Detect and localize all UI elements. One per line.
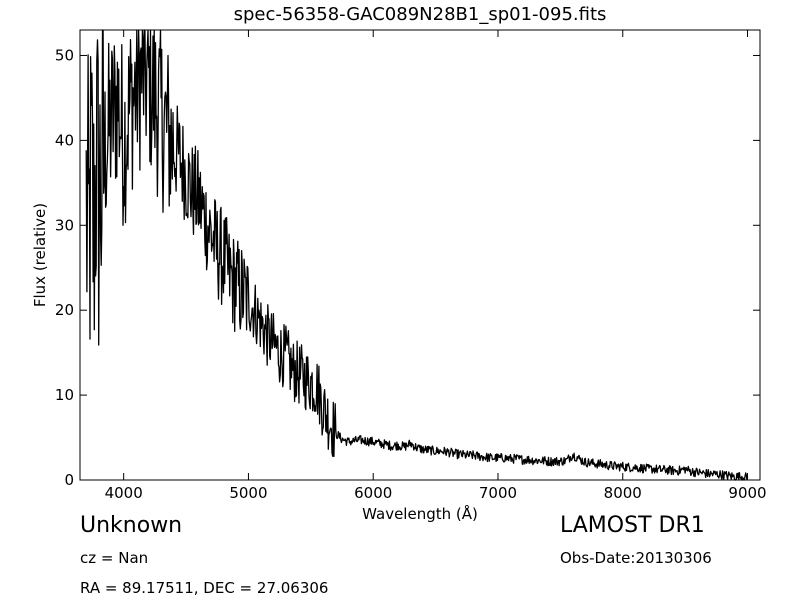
x-tick-label: 6000 — [354, 484, 392, 502]
chart-title: spec-56358-GAC089N28B1_sp01-095.fits — [233, 4, 607, 25]
x-tick-label: 5000 — [229, 484, 267, 502]
y-tick-label: 20 — [55, 301, 74, 319]
y-tick-label: 0 — [64, 471, 74, 489]
y-tick-label: 40 — [55, 131, 74, 149]
x-axis-label: Wavelength (Å) — [362, 505, 478, 523]
plot-frame — [79, 29, 761, 481]
axis-ticks — [80, 30, 760, 481]
survey-name: LAMOST DR1 — [560, 513, 705, 538]
y-tick-label: 50 — [55, 46, 74, 64]
x-tick-label: 4000 — [105, 484, 143, 502]
redshift-text: cz = Nan — [80, 549, 149, 567]
spectrum-line — [85, 29, 749, 481]
x-tick-label: 9000 — [728, 484, 766, 502]
x-tick-label: 7000 — [479, 484, 517, 502]
y-tick-label: 10 — [55, 386, 74, 404]
tick-labels: 4000 5000 6000 7000 8000 9000 0 10 20 30 40 50 — [55, 46, 767, 502]
x-tick-label: 8000 — [604, 484, 642, 502]
y-axis-label: Flux (relative) — [31, 202, 49, 308]
coordinates-text: RA = 89.17511, DEC = 27.06306 — [80, 579, 329, 597]
y-tick-label: 30 — [55, 216, 74, 234]
obs-date: Obs-Date:20130306 — [560, 549, 712, 567]
object-class: Unknown — [80, 513, 183, 538]
